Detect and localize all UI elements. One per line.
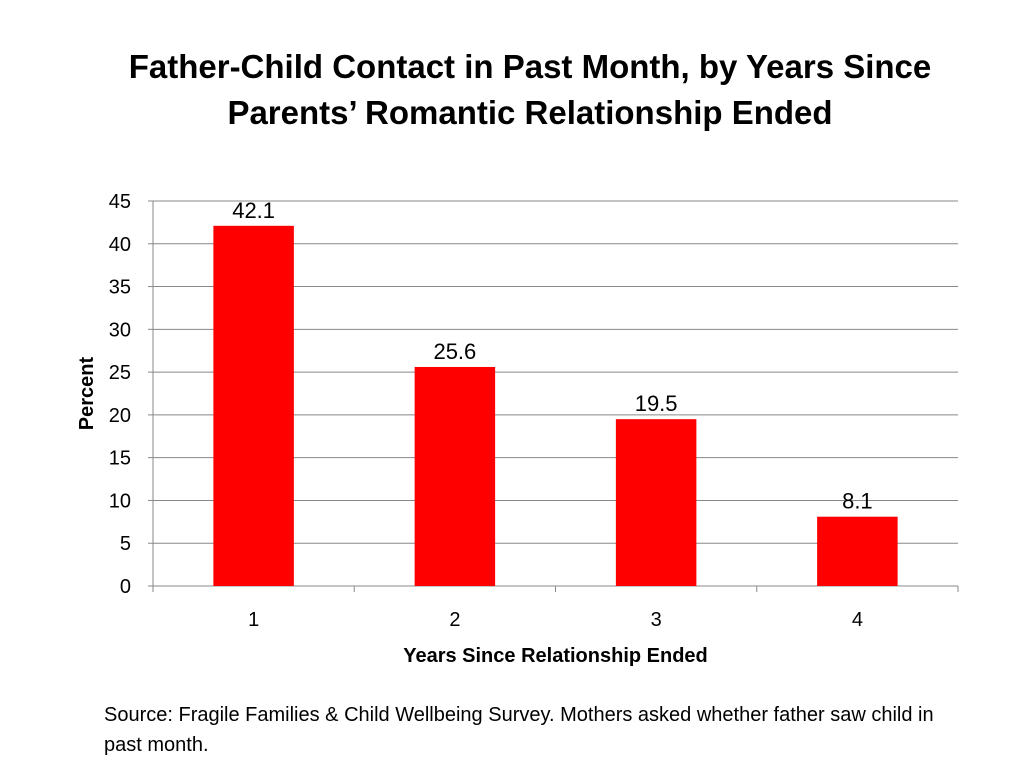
- y-tick-label: 5: [120, 533, 131, 555]
- bar-4: [817, 516, 898, 586]
- y-tick-label: 15: [109, 448, 131, 470]
- x-tick-label: 2: [449, 609, 460, 631]
- chart-title: Father-Child Contact in Past Month, by Y…: [60, 44, 1000, 136]
- source-note: Source: Fragile Families & Child Wellbei…: [104, 704, 934, 756]
- data-label: 42.1: [232, 198, 275, 223]
- x-tick-label: 4: [852, 609, 863, 631]
- y-tick-label: 0: [120, 576, 131, 598]
- bar-2: [414, 366, 496, 586]
- data-label: 8.1: [842, 489, 873, 514]
- x-tick-label: 3: [651, 609, 662, 631]
- chart-title-line-2: Parents’ Romantic Relationship Ended: [227, 94, 833, 131]
- y-tick-label: 20: [109, 405, 131, 427]
- bar-1: [213, 225, 294, 587]
- bar-3: [615, 419, 697, 586]
- x-tick-label: 1: [248, 609, 259, 631]
- chart-title-line-1: Father-Child Contact in Past Month, by Y…: [128, 48, 932, 85]
- y-tick-label: 40: [109, 234, 131, 256]
- data-label: 25.6: [433, 339, 476, 364]
- y-tick-label: 30: [109, 319, 131, 341]
- y-tick-label: 35: [109, 277, 131, 299]
- y-tick-label: 45: [109, 191, 131, 213]
- x-axis-label: Years Since Relationship Ended: [403, 645, 708, 667]
- data-label: 19.5: [635, 391, 678, 416]
- y-tick-label: 10: [109, 490, 131, 512]
- y-tick-label: 25: [109, 362, 131, 384]
- y-axis-label: Percent: [76, 356, 98, 430]
